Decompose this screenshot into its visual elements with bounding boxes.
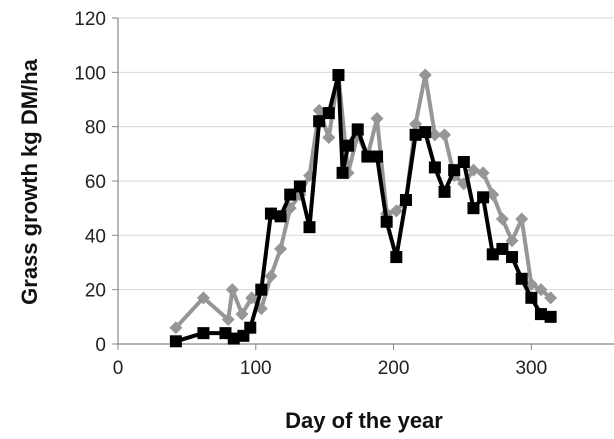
series-2-point [390,251,403,264]
series-2-point [496,242,509,255]
series-2-point [477,191,490,204]
series-2-point [227,332,240,345]
series-2-point [244,321,257,334]
series-2-point [409,128,422,141]
series-1 [169,68,558,335]
series-1-point [476,166,490,180]
series-2-point [534,308,547,321]
series-2-point [371,150,384,163]
series-2-point [506,251,519,264]
series-2-point [255,283,268,296]
series-1-point [515,212,529,226]
series-1-point [264,269,278,283]
series-group [169,68,558,348]
series-2-point [293,180,306,193]
series-1-point [505,234,519,248]
series-2-point [515,272,528,285]
series-1-point [418,68,432,82]
series-2-point [544,310,557,323]
series-2-point [284,188,297,201]
series-2-point [419,126,432,139]
y-tick-label-120: 120 [74,9,106,30]
y-tick-label-60: 60 [85,172,106,193]
series-1-point [322,131,336,145]
series-1-point [428,128,442,142]
series-2-point [197,327,210,340]
y-tick-label-20: 20 [85,281,106,302]
series-2 [169,69,557,348]
series-1-point [235,307,249,321]
series-2-point [342,139,355,152]
series-1-point [245,291,259,305]
tick-labels: 0 20 40 60 80 100 120 0 100 200 300 [74,9,547,379]
series-2-point [525,291,538,304]
series-2-point [428,161,441,174]
series-1-point [225,283,239,297]
x-axis-title: Day of the year [285,408,443,433]
series-1-point [389,204,403,218]
series-1-point [221,313,235,327]
series-2-point [448,164,461,177]
series-1-point [534,283,548,297]
series-2-point [332,69,345,82]
series-1-point [312,103,326,117]
series-1-point [544,291,558,305]
series-2-point [303,221,316,234]
series-2-point [380,215,393,228]
x-tick-label-300: 300 [515,358,547,379]
series-2-point [361,150,374,163]
y-axis-title: Grass growth kg DM/ha [17,58,42,304]
series-2-point [313,115,326,128]
series-2-point [322,107,335,120]
y-tick-label-40: 40 [85,226,106,247]
series-2-point [274,210,287,223]
series-2-point [351,123,364,136]
series-1-point [254,302,268,316]
series-1-point [370,112,384,126]
series-2-point [438,185,451,198]
series-1-point [196,291,210,305]
x-tick-label-100: 100 [240,358,272,379]
y-tick-label-100: 100 [74,63,106,84]
series-1-point [495,212,509,226]
series-2-point [169,335,182,348]
series-2-point [264,207,277,220]
series-2-point [457,155,470,168]
y-tick-label-80: 80 [85,118,106,139]
series-2-point [467,202,480,215]
series-1-point [409,117,423,131]
x-tick-label-0: 0 [113,358,124,379]
series-2-point [336,166,349,179]
series-1-point [169,321,183,335]
series-1-point [486,188,500,202]
series-1-point [466,163,480,177]
y-tick-label-0: 0 [95,335,106,356]
series-1-point [438,128,452,142]
axes [112,17,614,350]
series-2-point [399,194,412,207]
series-1-point [274,242,288,256]
series-2-point [486,248,499,261]
x-tick-label-200: 200 [378,358,410,379]
